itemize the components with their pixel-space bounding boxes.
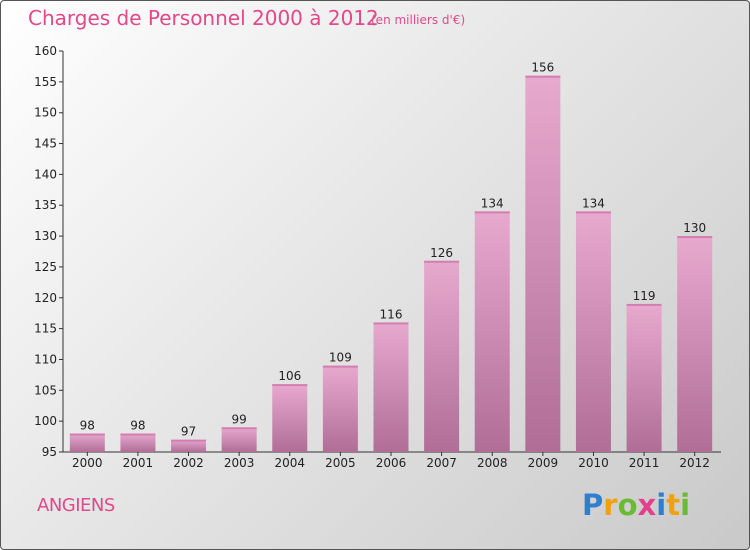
- chart-subtitle: (en milliers d'€): [371, 13, 466, 27]
- x-tick-label: 2011: [629, 456, 660, 470]
- x-tick-label: 2012: [679, 456, 710, 470]
- bar-top-edge: [373, 322, 409, 325]
- bar-top-edge: [272, 384, 308, 387]
- bar: [69, 433, 105, 452]
- chart-axes: 95 100 105 110 115 120 125 130 135 140 145 150 155 16…: [34, 44, 721, 470]
- x-tick-label: 2009: [528, 456, 559, 470]
- bar-value-label: 116: [380, 307, 403, 321]
- x-tick-label: 2007: [426, 456, 457, 470]
- bar: [677, 236, 713, 452]
- x-tick-label: 2000: [72, 456, 103, 470]
- bar-value-label: 98: [130, 418, 145, 432]
- bar: [373, 322, 409, 452]
- bar-value-label: 134: [481, 196, 504, 210]
- bar-value-label: 119: [633, 289, 656, 303]
- y-tick-label: 160: [34, 44, 57, 58]
- bar: [272, 384, 308, 452]
- bar-value-label: 130: [683, 221, 706, 235]
- y-tick-label: 140: [34, 167, 57, 181]
- y-tick-label: 135: [34, 198, 57, 212]
- bar: [171, 439, 207, 452]
- x-tick-label: 2005: [325, 456, 356, 470]
- bar-top-edge: [171, 439, 207, 442]
- y-tick-label: 125: [34, 260, 57, 274]
- bar-top-edge: [69, 433, 105, 436]
- y-tick-label: 115: [34, 322, 57, 336]
- proxiti-logo[interactable]: Proxiti: [582, 488, 691, 522]
- bar-top-edge: [575, 211, 611, 214]
- bar-value-label: 99: [232, 412, 247, 426]
- y-tick-label: 105: [34, 383, 57, 397]
- bar: [626, 303, 662, 452]
- bar: [120, 433, 156, 452]
- bar-value-label: 106: [278, 369, 301, 383]
- town-name: ANGIENS: [37, 495, 115, 516]
- chart-bars: 98 98 97 99 106 109 116 126 134 156 134 119 130: [69, 61, 713, 452]
- bar: [424, 260, 460, 452]
- bar-top-edge: [221, 427, 257, 430]
- x-tick-label: 2001: [123, 456, 154, 470]
- x-tick-label: 2004: [274, 456, 305, 470]
- x-tick-label: 2008: [477, 456, 508, 470]
- bar-value-label: 109: [329, 351, 352, 365]
- bar-value-label: 156: [531, 61, 554, 75]
- y-tick-label: 120: [34, 291, 57, 305]
- bar-top-edge: [626, 303, 662, 306]
- bar-value-label: 97: [181, 425, 196, 439]
- bar: [221, 427, 257, 452]
- y-tick-label: 150: [34, 106, 57, 120]
- y-tick-label: 100: [34, 414, 57, 428]
- bar-top-edge: [525, 75, 561, 78]
- bar-top-edge: [677, 236, 713, 239]
- x-tick-label: 2006: [376, 456, 407, 470]
- bar: [575, 211, 611, 452]
- bar-top-edge: [424, 260, 460, 263]
- bar-value-label: 126: [430, 246, 453, 260]
- bar-top-edge: [322, 365, 358, 368]
- bar-top-edge: [474, 211, 510, 214]
- y-tick-label: 110: [34, 352, 57, 366]
- bar: [474, 211, 510, 452]
- bar: [525, 75, 561, 452]
- chart-title: Charges de Personnel 2000 à 2012: [28, 6, 379, 30]
- bar-value-label: 134: [582, 196, 605, 210]
- y-tick-label: 145: [34, 137, 57, 151]
- x-tick-label: 2003: [224, 456, 255, 470]
- bar: [322, 365, 358, 452]
- bar-top-edge: [120, 433, 156, 436]
- y-tick-label: 130: [34, 229, 57, 243]
- y-tick-label: 95: [42, 445, 57, 459]
- x-tick-label: 2010: [578, 456, 609, 470]
- x-tick-label: 2002: [173, 456, 204, 470]
- y-tick-label: 155: [34, 75, 57, 89]
- bar-value-label: 98: [80, 418, 95, 432]
